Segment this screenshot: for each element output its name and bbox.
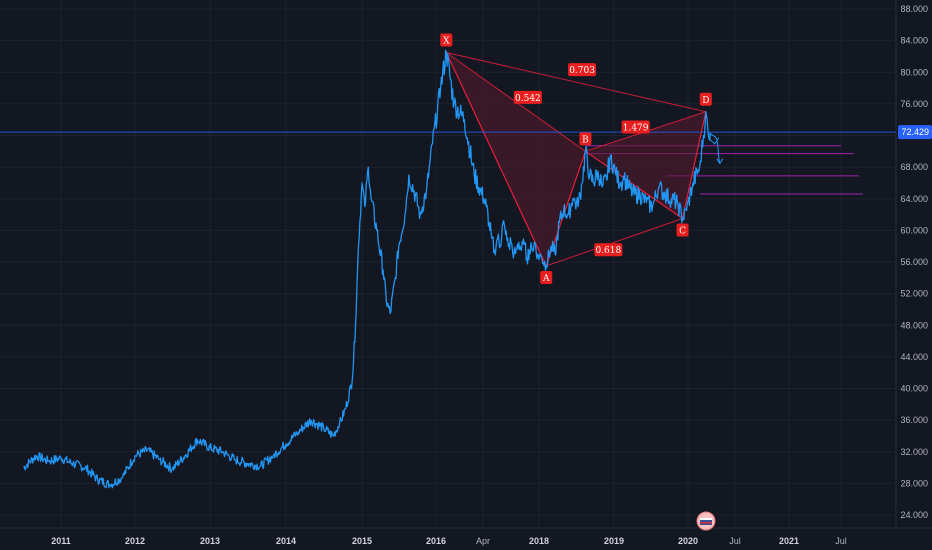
y-tick-label: 28.000 [900,478,928,488]
y-tick-label: 80.000 [900,67,928,77]
ratio-label: 1.479 [623,124,649,134]
ratio-badge[interactable] [594,243,623,257]
ratio-badge[interactable] [621,120,650,134]
pattern-point-label: B [582,135,589,145]
ratio-label: 0.703 [569,66,595,76]
price-axis[interactable]: 88.00084.00080.00076.00072.00068.00064.0… [900,4,928,520]
pattern-point-marker[interactable] [699,92,712,106]
last-price-badge-bg [898,125,932,140]
y-tick-label: 24.000 [900,510,928,520]
y-tick-label: 56.000 [900,257,928,267]
y-tick-label: 84.000 [900,36,928,46]
pattern-point-marker[interactable] [440,33,453,47]
y-tick-label: 64.000 [900,194,928,204]
y-tick-label: 68.000 [900,162,928,172]
pattern-labels[interactable]: X A B C D 0.542 0.703 0.618 1.479 [440,33,712,284]
x-tick-label: 2013 [200,536,220,546]
y-tick-label: 48.000 [900,320,928,330]
x-tick-label: 2014 [276,536,296,546]
y-tick-label: 52.000 [900,289,928,299]
x-tick-label: 2019 [604,536,624,546]
price-series [23,49,712,489]
y-tick-label: 76.000 [900,99,928,109]
y-tick-label: 36.000 [900,415,928,425]
last-price-badge: 72.429 [898,125,932,140]
x-tick-label: 2012 [125,536,145,546]
pattern-point-label: A [542,274,550,284]
x-tick-label: 2020 [678,536,698,546]
y-tick-label: 60.000 [900,225,928,235]
pattern-point-marker[interactable] [540,270,553,284]
x-tick-label: 2011 [51,536,71,546]
x-tick-label: 2015 [352,536,372,546]
x-tick-label: Jul [835,536,847,546]
y-tick-label: 44.000 [900,352,928,362]
ratio-badge[interactable] [568,63,597,77]
grid [0,0,896,528]
time-axis[interactable]: 2011 2012 2013 2014 2015 2016 Apr 2018 2019 2020 J… [51,536,847,546]
projection-zigzag [709,137,720,145]
x-tick-label: Jul [729,536,741,546]
y-tick-label: 88.000 [900,4,928,14]
pattern-leg-xa[interactable] [445,52,547,267]
ratio-badge[interactable] [513,90,542,104]
pattern-triangle-xab[interactable] [446,52,586,266]
pattern-diagonal-ac[interactable] [546,218,683,267]
ratio-label: 0.618 [595,246,621,256]
projection-arrow-path [707,133,724,165]
x-tick-label: Apr [476,536,490,546]
flag-icon[interactable] [696,511,716,531]
pattern-point-label: X [443,36,450,46]
pattern-leg-cd[interactable] [681,111,707,219]
pattern-point-label: D [702,96,709,106]
pattern-diagonal-xd[interactable] [446,51,706,113]
price-line [23,49,712,489]
x-tick-label: 2016 [426,536,446,546]
ratio-label: 0.542 [515,94,541,104]
pattern-point-label: C [679,227,686,237]
last-price-value: 72.429 [901,127,929,137]
pattern-triangle-bcd[interactable] [585,111,706,219]
x-tick-label: 2018 [529,536,549,546]
x-tick-label: 2021 [779,536,799,546]
harmonic-pattern[interactable] [445,51,707,267]
y-tick-label: 32.000 [900,447,928,457]
time-axis-panel[interactable] [0,528,932,550]
y-tick-label: 40.000 [900,384,928,394]
pattern-point-marker[interactable] [676,223,689,237]
pattern-point-marker[interactable] [579,132,592,146]
price-axis-panel[interactable] [896,0,932,550]
